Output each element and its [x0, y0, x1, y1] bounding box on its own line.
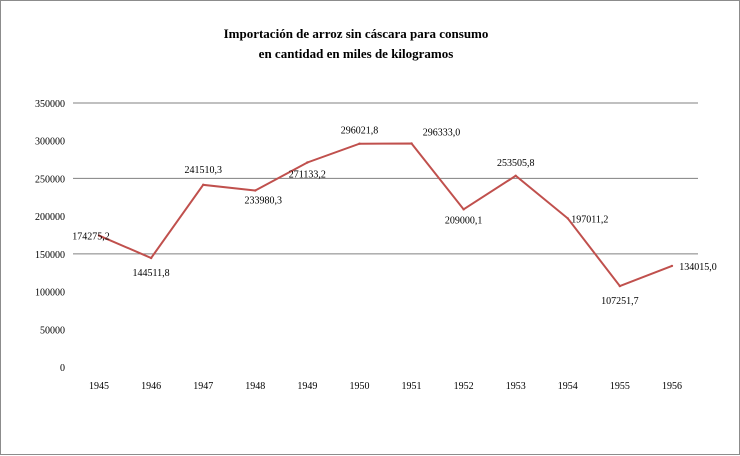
data-point: [410, 142, 413, 145]
gridlines: [73, 102, 698, 255]
x-tick-label: 1955: [610, 381, 630, 392]
y-tick-label: 250000: [35, 174, 65, 185]
x-tick-label: 1956: [662, 381, 682, 392]
data-label: 134015,0: [679, 262, 717, 273]
data-label: 296333,0: [423, 127, 461, 138]
data-point: [618, 284, 622, 288]
data-label: 296021,8: [341, 126, 379, 137]
chart-title: Importación de arroz sin cáscara para co…: [224, 26, 489, 41]
x-tick-label: 1947: [193, 381, 213, 392]
data-point: [462, 208, 465, 211]
x-tick-label: 1949: [297, 381, 317, 392]
x-tick-label: 1950: [349, 381, 369, 392]
data-label: 197011,2: [571, 214, 608, 225]
data-point: [97, 234, 101, 237]
x-tick-label: 1952: [454, 381, 474, 392]
data-point: [254, 189, 257, 192]
y-tick-label: 100000: [35, 288, 65, 299]
y-tick-label: 150000: [35, 250, 65, 261]
x-tick-label: 1953: [506, 381, 526, 392]
data-point: [514, 174, 517, 177]
x-tick-label: 1948: [245, 381, 265, 392]
x-tick-label: 1946: [141, 381, 161, 392]
data-label: 174275,2: [72, 232, 110, 243]
y-axis-ticks: 0 50000 100000 150000 200000 250000 300000 3500…: [35, 99, 65, 374]
y-tick-label: 200000: [35, 212, 65, 223]
series-layer: [97, 142, 674, 288]
data-labels: 174275,2 144511,8 241510,3 233980,3 271133,2…: [72, 126, 716, 307]
data-point: [670, 264, 674, 268]
y-tick-label: 300000: [35, 137, 65, 148]
x-tick-label: 1954: [558, 381, 578, 392]
chart-subtitle: en cantidad en miles de kilogramos: [259, 46, 454, 61]
data-point: [358, 142, 361, 145]
y-tick-label: 50000: [40, 325, 65, 336]
x-tick-label: 1951: [402, 381, 422, 392]
data-label: 209000,1: [445, 215, 483, 226]
x-axis-ticks: 1945 1946 1947 1948 1949 1950 1951 1952 1953 1954…: [89, 381, 682, 392]
data-label: 107251,7: [601, 296, 639, 307]
data-label: 241510,3: [184, 165, 222, 176]
x-tick-label: 1945: [89, 381, 109, 392]
data-label: 253505,8: [497, 158, 535, 169]
data-label: 144511,8: [133, 268, 170, 279]
data-point: [149, 256, 153, 260]
data-point: [566, 217, 569, 220]
data-label: 271133,2: [289, 169, 326, 180]
series-line: [98, 142, 673, 288]
data-point: [202, 183, 205, 187]
data-label: 233980,3: [245, 196, 283, 207]
y-tick-label: 350000: [35, 99, 65, 110]
y-tick-label: 0: [60, 363, 65, 374]
data-point: [306, 161, 309, 164]
